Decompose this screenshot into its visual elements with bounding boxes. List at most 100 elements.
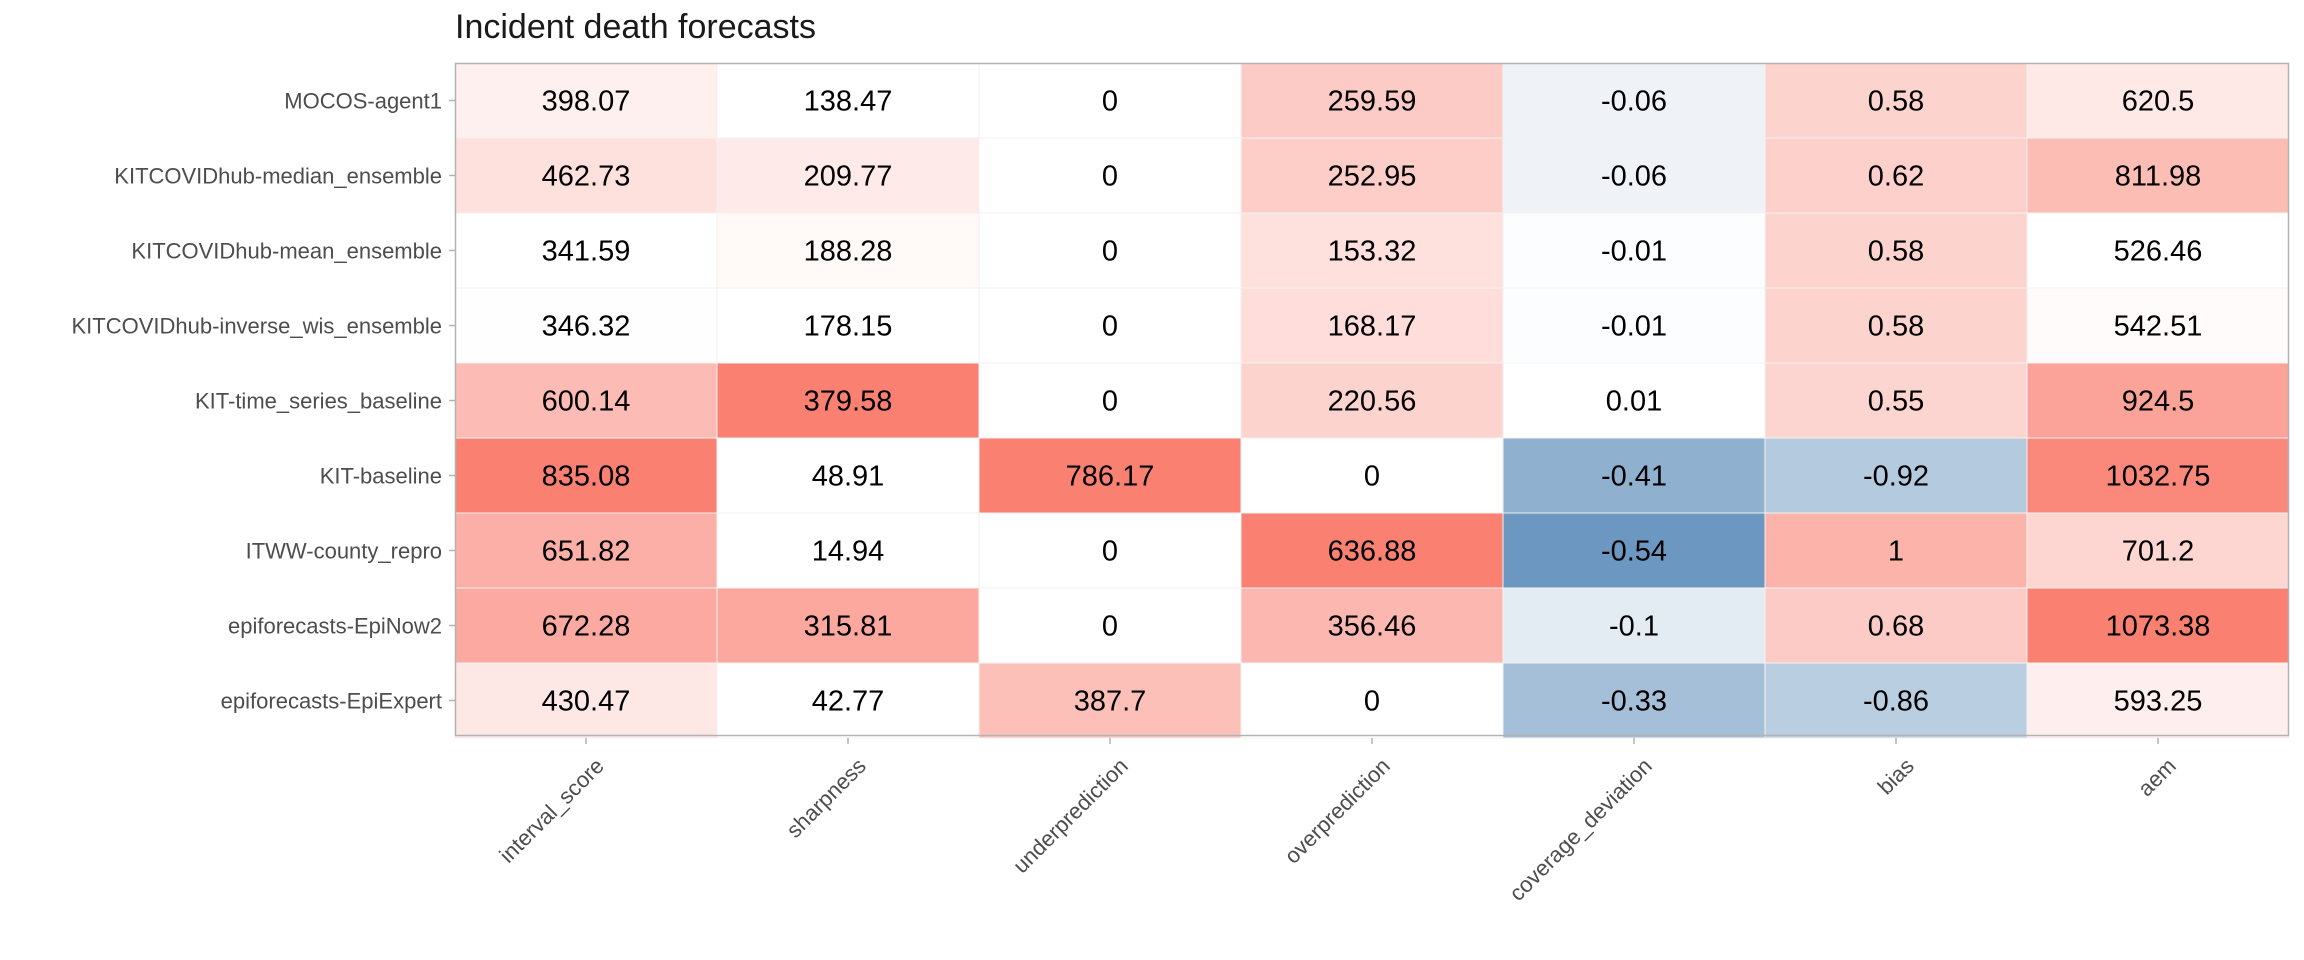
cell-value-label: 526.46 [2114,236,2203,268]
heatmap-cell [978,137,1242,214]
cell-value-label: -0.33 [1601,686,1667,718]
x-tick-label: underprediction [1008,753,1133,878]
heatmap-cell [1502,287,1766,364]
cell-value-label: 346.32 [542,311,631,343]
cell-value-label: 138.47 [804,86,893,118]
cell-value-label: -0.06 [1601,86,1667,118]
cell-value-label: 188.28 [804,236,893,268]
y-tick-label: KITCOVIDhub-median_ensemble [114,164,442,189]
cell-value-label: 593.25 [2114,686,2203,718]
heatmap-cell [716,137,980,214]
cell-value-label: 0 [1102,236,1118,268]
cell-value-label: 811.98 [2115,161,2202,193]
y-tick-label: epiforecasts-EpiExpert [221,689,442,714]
heatmap-cell [1240,587,1504,664]
cell-value-label: 220.56 [1328,386,1417,418]
heatmap-cell [1240,62,1504,139]
cell-value-label: 0.01 [1606,386,1662,418]
cell-value-label: 168.17 [1328,311,1417,343]
heatmap-cell [2026,437,2290,514]
x-tick-label: bias [1873,753,1919,799]
heatmap-cell [1240,437,1504,514]
y-tick-label: MOCOS-agent1 [284,89,442,114]
x-tick-label: interval_score [494,753,609,868]
heatmap-cell [454,137,718,214]
heatmap-cell [978,287,1242,364]
chart-title: Incident death forecasts [455,8,817,46]
heatmap-cell [1502,137,1766,214]
heatmap-cell [2026,512,2290,589]
heatmap-cell [1764,212,2028,289]
cell-value-label: 0.58 [1868,311,1924,343]
cell-value-label: 315.81 [804,611,893,643]
cell-value-label: 178.15 [804,311,893,343]
heatmap-cell [978,662,1242,739]
cell-value-label: 1032.75 [2106,461,2211,493]
heatmap-cell [1502,362,1766,439]
heatmap-cells [454,62,2290,739]
heatmap-cell [2026,662,2290,739]
heatmap-cell [454,587,718,664]
cell-value-label: 341.59 [542,236,631,268]
heatmap-cell [1764,662,2028,739]
x-tick-label: aem [2133,753,2181,801]
cell-value-label: -0.01 [1601,311,1667,343]
y-tick-label: epiforecasts-EpiNow2 [228,614,442,639]
cell-value-label: 0 [1102,386,1118,418]
heatmap-cell [978,212,1242,289]
x-tick-label: sharpness [781,753,870,842]
cell-value-label: 0 [1364,686,1380,718]
heatmap-cell [454,362,718,439]
heatmap-cell [978,437,1242,514]
heatmap-cell [454,512,718,589]
cell-value-label: 636.88 [1328,536,1417,568]
heatmap-cell [716,362,980,439]
cell-value-label: 786.17 [1066,461,1155,493]
cell-value-label: 620.5 [2122,86,2195,118]
cell-value-label: 0 [1102,161,1118,193]
cell-value-label: 48.91 [812,461,885,493]
cell-value-label: 1 [1888,536,1904,568]
cell-value-label: -0.86 [1863,686,1929,718]
cell-value-label: -0.06 [1601,161,1667,193]
heatmap-cell [716,287,980,364]
cell-value-label: 0.58 [1868,236,1924,268]
heatmap-cell [1764,437,2028,514]
heatmap-cell [978,62,1242,139]
cell-value-label: 542.51 [2114,311,2203,343]
heatmap-cell [1764,587,2028,664]
heatmap-cell [2026,212,2290,289]
heatmap-cell [2026,587,2290,664]
cell-value-label: 462.73 [542,161,631,193]
heatmap-labels: 398.07 138.47 0 259.59 -0.06 0.58 620.5 462.73 2… [542,86,2211,718]
heatmap-cell [1240,287,1504,364]
cell-value-label: 672.28 [542,611,631,643]
heatmap-cell [978,362,1242,439]
y-tick-label: KIT-time_series_baseline [195,389,442,414]
cell-value-label: 259.59 [1328,86,1417,118]
heatmap-cell [716,512,980,589]
cell-value-label: 0 [1102,536,1118,568]
heatmap-cell [454,437,718,514]
y-tick-label: KITCOVIDhub-inverse_wis_ensemble [72,314,443,339]
heatmap-cell [1240,212,1504,289]
cell-value-label: 0 [1102,311,1118,343]
cell-value-label: -0.92 [1863,461,1929,493]
heatmap-cell [1240,662,1504,739]
cell-value-label: 924.5 [2122,386,2195,418]
heatmap-cell [716,212,980,289]
cell-value-label: 42.77 [812,686,885,718]
heatmap-cell [978,512,1242,589]
cell-value-label: -0.1 [1609,611,1659,643]
cell-value-label: 600.14 [542,386,631,418]
y-tick-label: KITCOVIDhub-mean_ensemble [131,239,442,264]
cell-value-label: 0.68 [1868,611,1924,643]
y-tick-label: ITWW-county_repro [246,539,442,564]
cell-value-label: 387.7 [1074,686,1147,718]
cell-value-label: 379.58 [804,386,893,418]
cell-value-label: 0 [1102,611,1118,643]
heatmap-cell [2026,62,2290,139]
x-tick-label: overprediction [1279,753,1394,868]
cell-value-label: 0 [1364,461,1380,493]
